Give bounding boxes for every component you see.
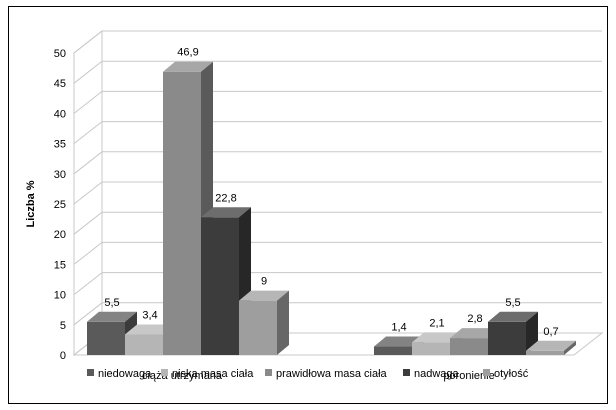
bar-top — [125, 324, 175, 335]
data-label: 5,5 — [104, 297, 119, 309]
y-tick-label: 45 — [54, 78, 66, 90]
chart-walls — [72, 29, 604, 357]
y-tick-label: 25 — [54, 199, 66, 211]
bar-front — [450, 338, 488, 355]
gridline — [73, 60, 602, 84]
legend-swatch — [87, 369, 94, 376]
bar-top — [87, 311, 137, 322]
y-tick-label: 15 — [54, 259, 66, 271]
bar-front — [201, 217, 239, 355]
chart-svg: 0 5 10 15 20 25 30 35 40 45 50 5,5 3,4 46,9 22,8 9 1,4 2… — [25, 29, 604, 382]
legend-swatch — [161, 369, 168, 376]
y-tick-label: 40 — [54, 108, 66, 120]
legend-item: niska masa ciała — [161, 368, 254, 380]
bar-front — [412, 342, 450, 355]
gridlines — [73, 30, 602, 356]
data-label: 3,4 — [142, 309, 157, 321]
gridline — [73, 302, 602, 326]
legend-swatch — [403, 369, 410, 376]
legend-swatch — [483, 369, 490, 376]
gridline — [73, 241, 602, 265]
bar-top — [450, 328, 500, 339]
data-label: 2,1 — [429, 317, 444, 329]
gridline — [73, 121, 602, 144]
bar-front — [163, 71, 201, 355]
data-label: 2,8 — [467, 313, 482, 325]
chart-frame: 0 5 10 15 20 25 30 35 40 45 50 5,5 3,4 46,9 22,8 9 1,4 2… — [8, 6, 608, 404]
legend-item: niedowaga — [87, 368, 152, 380]
y-tick-label: 30 — [54, 169, 66, 181]
bar-front — [87, 321, 125, 355]
bar-side — [277, 290, 289, 355]
gridline — [73, 30, 602, 54]
gridline — [73, 151, 602, 175]
legend-item: prawidłowa masa ciała — [265, 368, 388, 380]
bar-front — [239, 300, 277, 355]
gridline — [73, 211, 602, 235]
y-tick-label: 0 — [60, 350, 66, 362]
legend-label: otyłość — [494, 368, 529, 380]
gridline — [73, 90, 602, 114]
bar — [488, 311, 538, 355]
bar-top — [201, 207, 251, 218]
bar-top — [374, 336, 424, 347]
y-axis-label: Liczba % — [25, 180, 37, 227]
bar-top — [412, 332, 462, 343]
y-axis-ticks: 0 5 10 15 20 25 30 35 40 45 50 — [54, 48, 66, 362]
bars — [87, 61, 576, 355]
y-tick-label: 5 — [60, 320, 66, 332]
bar-front — [125, 334, 163, 355]
legend-label: nadwaga — [414, 368, 460, 380]
y-tick-label: 20 — [54, 229, 66, 241]
bar-top — [488, 311, 538, 322]
bar — [526, 340, 576, 355]
bar-front — [526, 350, 564, 355]
bar-top — [526, 340, 576, 351]
bar-front — [488, 321, 526, 355]
legend: niedowaga niska masa ciała prawidłowa masa… — [87, 368, 529, 380]
y-tick-label: 35 — [54, 139, 66, 151]
data-label: 5,5 — [505, 297, 520, 309]
legend-item: nadwaga — [403, 368, 460, 380]
gridline — [73, 181, 602, 205]
legend-label: prawidłowa masa ciała — [276, 368, 388, 380]
bar-top — [163, 61, 213, 72]
y-tick-label: 10 — [54, 290, 66, 302]
data-label: 1,4 — [391, 322, 406, 334]
bar-side — [564, 340, 576, 355]
legend-item: otyłość — [483, 368, 529, 380]
x-category-label: poronienie — [443, 370, 494, 382]
gridline — [73, 272, 602, 295]
legend-label: niedowaga — [98, 368, 152, 380]
legend-swatch — [265, 369, 272, 376]
data-labels: 5,5 3,4 46,9 22,8 9 1,4 2,1 2,8 5,5 0,7 — [104, 47, 558, 338]
y-tick-label: 50 — [54, 48, 66, 60]
data-label: 0,7 — [543, 326, 558, 338]
bar-front — [374, 346, 412, 355]
data-label: 22,8 — [215, 192, 236, 204]
data-label: 46,9 — [177, 47, 198, 59]
legend-label: niska masa ciała — [172, 368, 254, 380]
bar-top — [239, 290, 289, 301]
bar — [239, 290, 289, 355]
data-label: 9 — [261, 276, 267, 288]
bar — [201, 207, 251, 355]
